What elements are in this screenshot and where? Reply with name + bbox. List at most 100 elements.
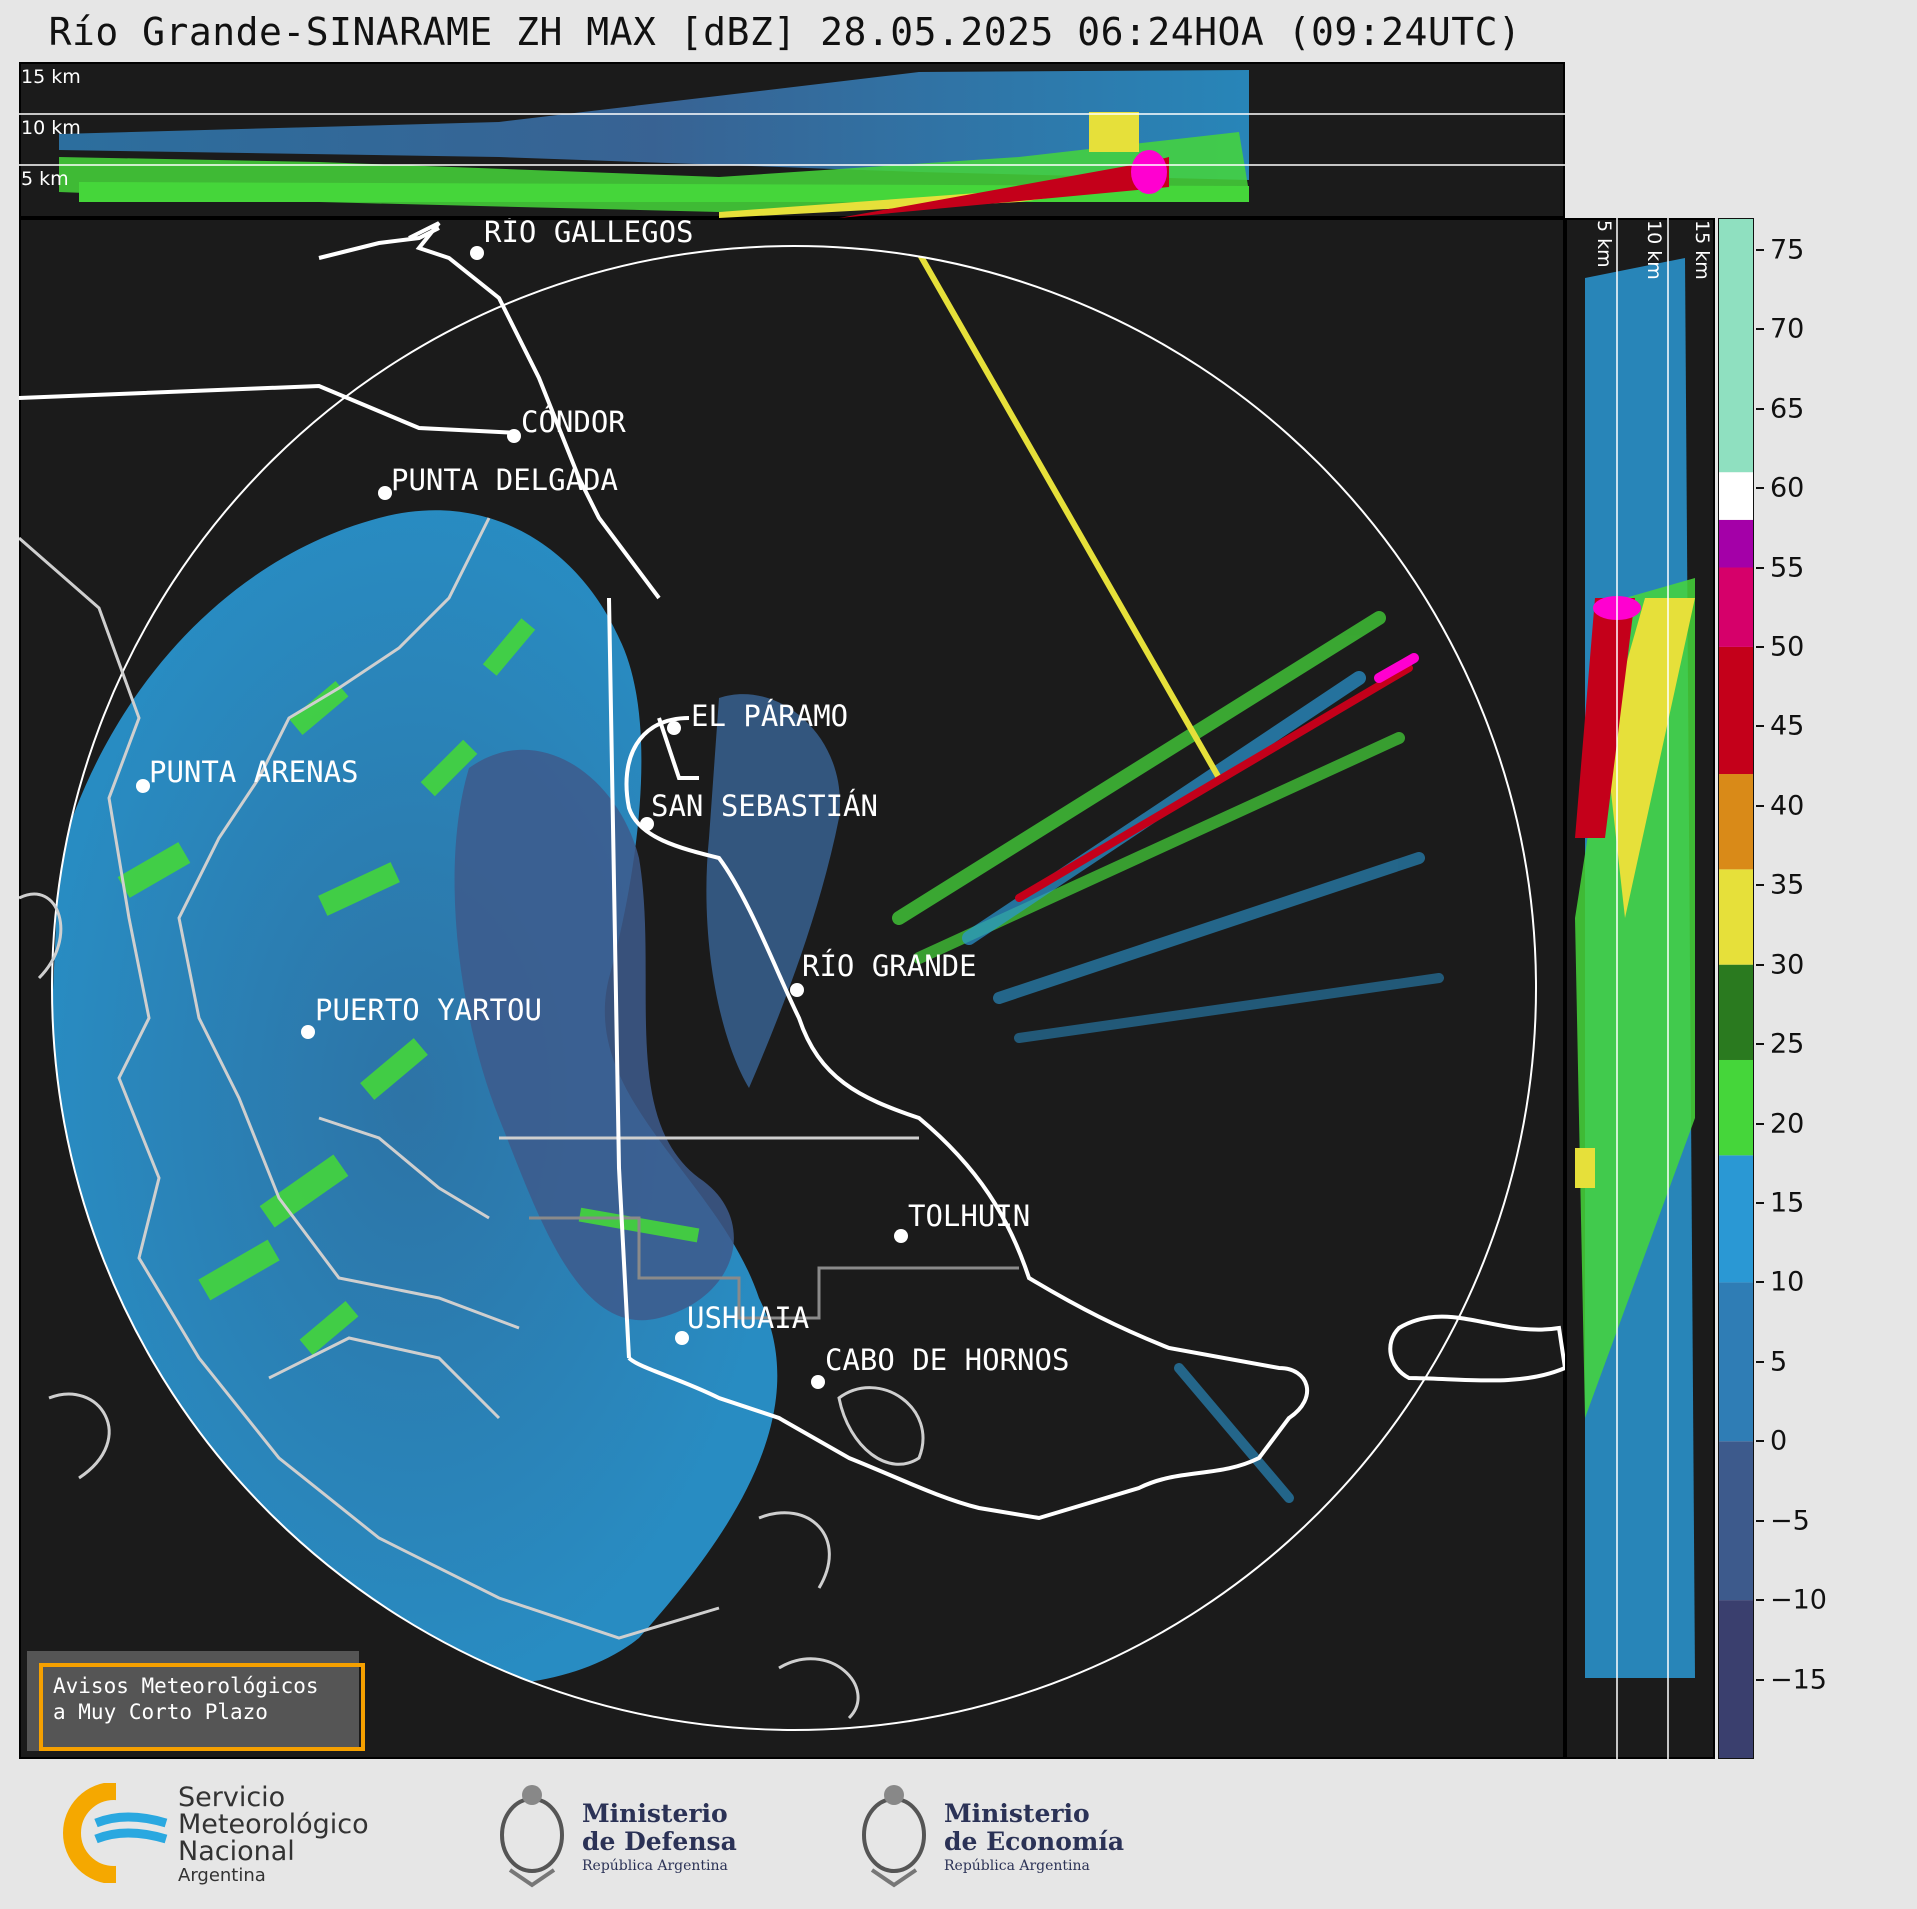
height-label-10km-side: 10 km <box>1643 220 1665 280</box>
colorbar-tick <box>1756 566 1764 569</box>
colorbar-tick <box>1756 1360 1764 1363</box>
side-cross-section-plot <box>1575 218 1695 1759</box>
colorbar-tick-label: 25 <box>1770 1028 1805 1060</box>
city-label-punta-delgada: PUNTA DELGADA <box>391 463 618 497</box>
chart-title: Río Grande-SINARAME ZH MAX [dBZ] 28.05.2… <box>48 10 1522 54</box>
city-label-rio-grande: RÍO GRANDE <box>802 949 977 983</box>
colorbar-tick-label: −5 <box>1770 1505 1810 1537</box>
colorbar-tick <box>1756 804 1764 807</box>
colorbar-tick-label: 60 <box>1770 472 1805 504</box>
colorbar-band-5 <box>1718 964 1754 1060</box>
range-ring <box>51 245 1537 1731</box>
colorbar-tick-label: 0 <box>1770 1425 1788 1457</box>
side-cross-section-panel: 5 km 10 km 15 km <box>1565 218 1715 1759</box>
colorbar-band-7 <box>1718 774 1754 870</box>
city-markers <box>136 246 908 1389</box>
colorbar-tick-label: −15 <box>1770 1664 1827 1696</box>
city-label-san-sebastian: SAN SEBASTIÁN <box>651 789 878 823</box>
colorbar-tick <box>1756 1043 1764 1046</box>
colorbar-tick <box>1756 1519 1764 1522</box>
colorbar-tick <box>1756 407 1764 410</box>
colorbar-tick-label: 20 <box>1770 1108 1805 1140</box>
colorbar-tick-label: 55 <box>1770 552 1805 583</box>
colorbar-tick-label: 70 <box>1770 313 1805 345</box>
height-label-5km-side: 5 km <box>1593 220 1615 268</box>
colorbar-tick <box>1756 1122 1764 1125</box>
city-label-condor: CÓNDOR <box>521 405 626 439</box>
colorbar <box>1718 218 1754 1759</box>
top-cross-section-plot <box>19 70 1565 218</box>
colorbar-band-4 <box>1718 1059 1754 1156</box>
colorbar-tick <box>1756 884 1764 887</box>
warning-box-frame: Avisos Meteorológicos a Muy Corto Plazo <box>39 1663 365 1751</box>
city-label-punta-arenas: PUNTA ARENAS <box>149 755 359 789</box>
colorbar-tick <box>1756 1678 1764 1681</box>
radar-ppi-panel: RÍO GALLEGOS CÓNDOR PUNTA DELGADA EL PÁR… <box>19 218 1565 1759</box>
colorbar-band-6 <box>1718 869 1754 965</box>
defensa-logo-text: Ministerio de Defensa República Argentin… <box>582 1800 737 1876</box>
smn-line-3: Nacional <box>178 1836 295 1867</box>
smn-line-2: Meteorológico <box>178 1809 369 1840</box>
warning-line-1: Avisos Meteorológicos <box>53 1674 319 1698</box>
defensa-line-2: de Defensa <box>582 1827 737 1856</box>
colorbar-tick <box>1756 328 1764 331</box>
coastline-argentina <box>19 221 1565 1521</box>
economia-line-3: República Argentina <box>944 1858 1090 1874</box>
reflectivity-echoes <box>52 246 1444 1686</box>
colorbar-tick-label: 40 <box>1770 790 1805 822</box>
economia-seal-icon <box>862 1785 926 1888</box>
top-cross-section-panel: 15 km 10 km 5 km <box>19 62 1565 218</box>
colorbar-tick-label: 75 <box>1770 234 1805 266</box>
defensa-line-3: República Argentina <box>582 1858 728 1874</box>
smn-line-4: Argentina <box>178 1865 266 1886</box>
colorbar-tick-label: 5 <box>1770 1346 1788 1378</box>
colorbar-tick-label: −10 <box>1770 1584 1827 1616</box>
city-label-el-paramo: EL PÁRAMO <box>691 699 849 733</box>
height-label-10km: 10 km <box>21 117 81 139</box>
warning-box: Avisos Meteorológicos a Muy Corto Plazo <box>27 1651 365 1751</box>
colorbar-tick <box>1756 1599 1764 1602</box>
colorbar-tick-label: 10 <box>1770 1266 1805 1298</box>
economia-logo-text: Ministerio de Economía República Argenti… <box>944 1800 1124 1876</box>
city-label-ushuaia: USHUAIA <box>687 1301 810 1335</box>
colorbar-band-9 <box>1718 567 1754 647</box>
radar-map <box>19 221 1565 1731</box>
colorbar-tick-label: 50 <box>1770 631 1805 663</box>
economia-line-1: Ministerio <box>944 1799 1090 1828</box>
smn-logo-text: Servicio Meteorológico Nacional Argentin… <box>178 1784 369 1887</box>
colorbar-tick-label: 15 <box>1770 1187 1805 1219</box>
coastline-chile <box>19 517 1019 1720</box>
colorbar-band-12 <box>1718 218 1754 473</box>
defensa-seal-icon <box>500 1785 564 1888</box>
colorbar-tick <box>1756 487 1764 490</box>
colorbar-tick <box>1756 1281 1764 1284</box>
height-label-5km: 5 km <box>21 168 69 190</box>
city-label-puerto-yartou: PUERTO YARTOU <box>315 993 542 1027</box>
economia-line-2: de Economía <box>944 1827 1125 1856</box>
colorbar-band-11 <box>1718 472 1754 520</box>
smn-line-1: Servicio <box>178 1782 286 1813</box>
city-label-rio-gallegos: RÍO GALLEGOS <box>484 218 694 249</box>
colorbar-frame <box>1718 218 1754 1759</box>
colorbar-tick <box>1756 725 1764 728</box>
colorbar-tick-label: 65 <box>1770 393 1805 425</box>
colorbar-tick-label: 45 <box>1770 710 1805 742</box>
colorbar-tick <box>1756 963 1764 966</box>
smn-logo-icon <box>63 1783 176 1883</box>
colorbar-tick <box>1756 645 1764 648</box>
colorbar-tick <box>1756 248 1764 251</box>
colorbar-band-8 <box>1718 646 1754 775</box>
colorbar-band-0 <box>1718 1600 1754 1759</box>
city-label-cabo-de-hornos: CABO DE HORNOS <box>825 1343 1070 1377</box>
colorbar-band-3 <box>1718 1155 1754 1283</box>
city-label-tolhuin: TOLHUIN <box>908 1199 1031 1233</box>
height-label-15km: 15 km <box>21 66 81 88</box>
height-label-15km-side: 15 km <box>1691 220 1713 280</box>
colorbar-band-1 <box>1718 1441 1754 1601</box>
colorbar-band-2 <box>1718 1282 1754 1442</box>
colorbar-tick-label: 35 <box>1770 869 1805 901</box>
colorbar-tick <box>1756 1201 1764 1204</box>
colorbar-tick <box>1756 1440 1764 1443</box>
colorbar-band-10 <box>1718 519 1754 568</box>
colorbar-tick-label: 30 <box>1770 949 1805 981</box>
